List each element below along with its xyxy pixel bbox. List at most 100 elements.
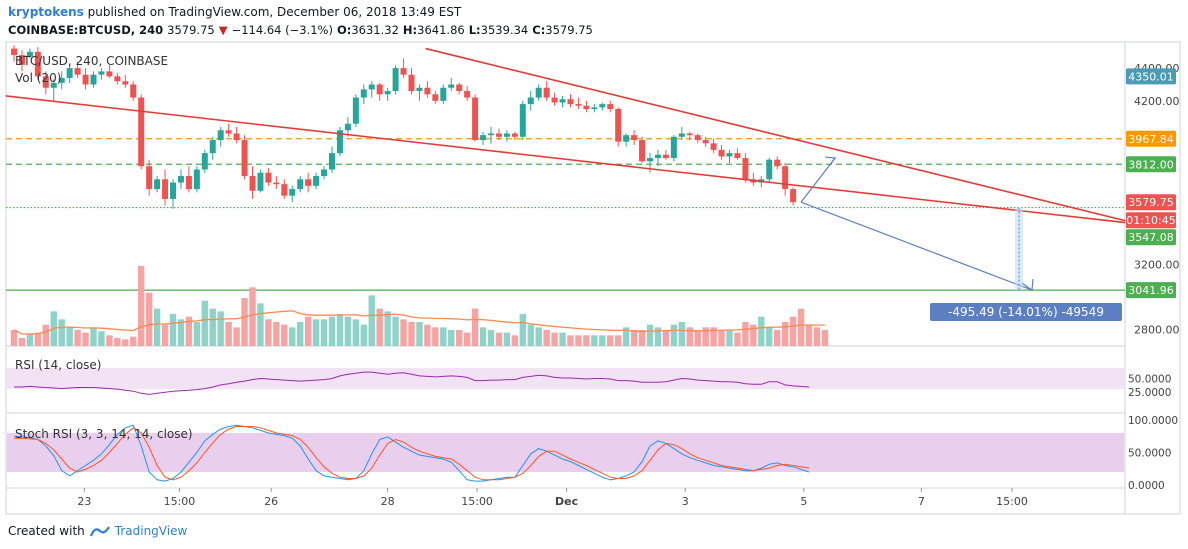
price-tick-label: 2800.00 [1134,324,1180,337]
volume-bar [479,327,487,346]
candle-body [662,154,669,159]
volume-bar [122,339,129,346]
candle-body [416,87,423,92]
volume-bar [58,319,65,346]
candle-body [575,104,582,106]
volume-bar [750,324,757,346]
publish-info: published on TradingView.com, December 0… [87,5,462,19]
candle-body [782,166,789,190]
candle-body [670,136,677,159]
candle-body [201,153,208,170]
projection-drawing[interactable]: -495.49 (-14.01%) -49549 [800,156,1122,321]
volume-bar [304,316,312,346]
candle-body [336,130,343,154]
candle-body [408,74,415,92]
volume-bar [630,330,638,346]
author-link[interactable]: kryptokens [8,5,84,19]
trendline-0[interactable] [5,95,1126,224]
candle-body [384,91,391,95]
volume-bar [797,308,805,346]
close-value: 3579.75 [545,23,593,37]
trendlines[interactable] [5,47,1126,224]
candle-body [146,166,153,190]
volume-bar [789,316,797,346]
volume-bar [575,335,582,346]
price-badge [1126,282,1176,299]
candle-body [34,51,41,77]
volume-bar [742,322,749,346]
volume-bar [106,335,113,346]
candle-body [488,133,494,136]
candle-body [154,179,161,190]
volume-bar [98,331,105,346]
candle-body [360,89,367,98]
candle-body [607,104,614,110]
volume-bar [408,322,415,346]
stoch-pane-frame[interactable] [5,412,1126,489]
candle-body [583,105,590,110]
time-axis-frame[interactable] [5,487,1126,515]
volume-bar [225,322,232,346]
volume-bar [312,319,320,346]
volume-bar [352,319,360,346]
volume-bar [10,330,18,346]
candle-body [185,176,192,190]
candle-body [424,87,431,95]
created-with-label: Created with [8,524,85,538]
volume-bar [646,324,654,346]
volume-bar [726,330,733,346]
candle-body [631,135,638,141]
volume-bar [527,324,534,346]
volume-bar [185,316,193,346]
volume-bar [710,327,717,346]
projection-down-leg[interactable] [800,201,1033,291]
volume-bar [702,327,709,346]
volume-bar [432,327,439,346]
volume-bar [138,266,145,346]
candle-body [26,51,33,57]
arrow-head-icon [825,156,837,167]
candle-body [209,140,216,154]
candle-body [551,97,558,103]
indicator-tick-label: 25.0000 [1128,387,1171,399]
candle-body [368,84,375,90]
low-label: L: [468,23,481,37]
price-axis-frame[interactable] [1124,41,1181,515]
volume-bar [18,338,26,346]
price-badge [1126,229,1176,246]
candle-body [615,109,622,142]
candle-body [265,172,272,183]
main-pane-title: BTC/USD, 240, COINBASE [15,54,168,68]
volume-bar [66,327,73,346]
volume-bar [718,330,725,346]
candle-body [257,172,264,191]
main-pane-frame[interactable] [5,41,1126,347]
volume-bar [328,316,336,346]
candle-body [440,87,447,101]
candle-body [313,176,320,186]
volume-bar [241,298,248,346]
volume-bar [130,336,137,346]
volume-bar [145,292,153,346]
volume-bar [567,335,574,346]
volume-bar [559,332,566,346]
trendline-1[interactable] [425,47,1126,222]
volume-bar [670,324,678,346]
candle-body [98,71,105,75]
horizontal-lines[interactable] [6,138,1125,291]
indicator-tick-label: 0.0000 [1128,480,1165,492]
tradingview-brand[interactable]: TradingView [114,524,188,538]
volume-bar [360,324,367,346]
volume-bar [583,335,590,346]
stoch-pane-title: Stoch RSI (3, 3, 14, 14, close) [15,427,193,441]
candle-body [639,140,646,162]
candle-body [66,68,73,78]
volume-bar [591,335,598,346]
volume-bar [336,314,344,346]
volume-bar [694,330,701,346]
arrow-head-icon [1021,279,1034,292]
candle-body [503,133,510,137]
volume-bar [487,330,495,346]
volume-bar [90,327,97,346]
